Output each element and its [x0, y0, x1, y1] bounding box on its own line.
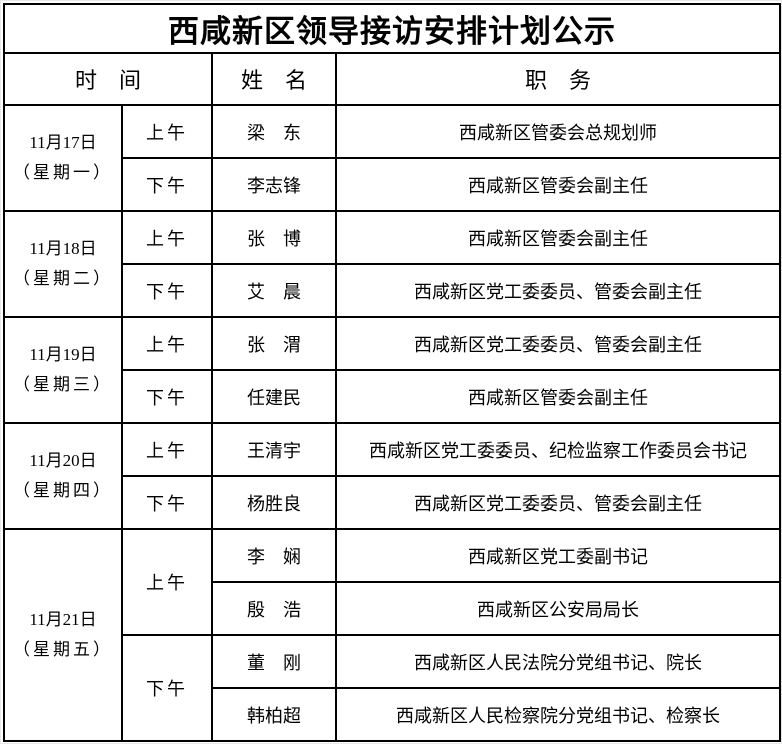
- position-cell: 西咸新区党工委委员、管委会副主任: [335, 263, 781, 318]
- table-row: 下午 李志锋 西咸新区管委会副主任: [4, 157, 781, 212]
- date-text: 11月19日: [29, 345, 97, 364]
- table-row: 11月21日 （星期五） 上午 李 娴 西咸新区党工委副书记: [3, 528, 781, 742]
- position-cell: 西咸新区管委会副主任: [335, 157, 781, 212]
- date-text: 11月20日: [29, 451, 97, 470]
- name-cell: 李志锋: [211, 157, 337, 212]
- column-header-time: 时 间: [3, 52, 213, 106]
- date-cell-day1: 11月17日 （星期一）: [3, 104, 123, 212]
- session-cell: 上午: [121, 316, 213, 371]
- weekday-text: （星期四）: [13, 481, 113, 500]
- weekday-text: （星期二）: [13, 269, 113, 288]
- position-cell: 西咸新区管委会副主任: [335, 210, 781, 265]
- name-cell: 张 博: [211, 210, 337, 265]
- date-cell-day5: 11月21日 （星期五）: [3, 528, 123, 742]
- position-cell: 西咸新区管委会总规划师: [335, 104, 781, 159]
- table-row: 韩柏超 西咸新区人民检察院分党组书记、检察长: [4, 687, 781, 742]
- table-row: 11月20日 （星期四） 上午 王清宇 西咸新区党工委委员、纪检监察工作委员会书…: [3, 422, 781, 530]
- session-cell: 下午: [121, 157, 213, 212]
- date-cell-day3: 11月19日 （星期三）: [3, 316, 123, 424]
- table-row: 下午 任建民 西咸新区管委会副主任: [4, 369, 781, 424]
- name-cell: 任建民: [211, 369, 337, 424]
- name-cell: 李 娴: [211, 528, 337, 583]
- table-row: 下午 董 刚 西咸新区人民法院分党组书记、院长: [4, 634, 781, 742]
- weekday-text: （星期一）: [13, 163, 113, 182]
- position-cell: 西咸新区党工委委员、管委会副主任: [335, 475, 781, 530]
- name-cell: 张 渭: [211, 316, 337, 371]
- reception-schedule-table: 西咸新区领导接访安排计划公示 时 间 姓 名 职 务 11月17日 （星期一） …: [3, 3, 781, 742]
- name-cell: 董 刚: [211, 634, 337, 689]
- page-title: 西咸新区领导接访安排计划公示: [3, 3, 781, 54]
- header-row: 时 间 姓 名 职 务: [3, 52, 781, 106]
- column-header-position: 职 务: [335, 52, 781, 106]
- position-cell: 西咸新区公安局局长: [335, 581, 781, 636]
- session-cell: 上午: [121, 422, 213, 477]
- session-cell: 下午: [121, 263, 213, 318]
- date-cell-day4: 11月20日 （星期四）: [3, 422, 123, 530]
- table-row: 11月19日 （星期三） 上午 张 渭 西咸新区党工委委员、管委会副主任: [3, 316, 781, 424]
- name-cell: 韩柏超: [211, 687, 337, 742]
- table-row: 11月17日 （星期一） 上午 梁 东 西咸新区管委会总规划师: [3, 104, 781, 212]
- session-cell: 下午: [121, 369, 213, 424]
- table-row: 11月18日 （星期二） 上午 张 博 西咸新区管委会副主任: [3, 210, 781, 318]
- session-cell: 下午: [121, 634, 213, 742]
- column-header-name: 姓 名: [211, 52, 337, 106]
- name-cell: 王清宇: [211, 422, 337, 477]
- session-cell: 上午: [121, 528, 213, 636]
- position-cell: 西咸新区人民法院分党组书记、院长: [335, 634, 781, 689]
- session-cell: 下午: [121, 475, 213, 530]
- table-row: 殷 浩 西咸新区公安局局长: [4, 581, 781, 636]
- date-text: 11月21日: [29, 610, 97, 629]
- position-cell: 西咸新区党工委委员、纪检监察工作委员会书记: [335, 422, 781, 477]
- name-cell: 艾 晨: [211, 263, 337, 318]
- name-cell: 殷 浩: [211, 581, 337, 636]
- date-cell-day2: 11月18日 （星期二）: [3, 210, 123, 318]
- name-cell: 杨胜良: [211, 475, 337, 530]
- weekday-text: （星期三）: [13, 375, 113, 394]
- session-cell: 上午: [121, 210, 213, 265]
- date-text: 11月18日: [29, 239, 97, 258]
- title-row: 西咸新区领导接访安排计划公示: [3, 3, 781, 54]
- position-cell: 西咸新区党工委委员、管委会副主任: [335, 316, 781, 371]
- name-cell: 梁 东: [211, 104, 337, 159]
- table-row: 下午 艾 晨 西咸新区党工委委员、管委会副主任: [4, 263, 781, 318]
- session-cell: 上午: [121, 104, 213, 159]
- weekday-text: （星期五）: [13, 640, 113, 659]
- position-cell: 西咸新区人民检察院分党组书记、检察长: [335, 687, 781, 742]
- position-cell: 西咸新区党工委副书记: [335, 528, 781, 583]
- date-text: 11月17日: [29, 133, 97, 152]
- position-cell: 西咸新区管委会副主任: [335, 369, 781, 424]
- table-row: 下午 杨胜良 西咸新区党工委委员、管委会副主任: [4, 475, 781, 530]
